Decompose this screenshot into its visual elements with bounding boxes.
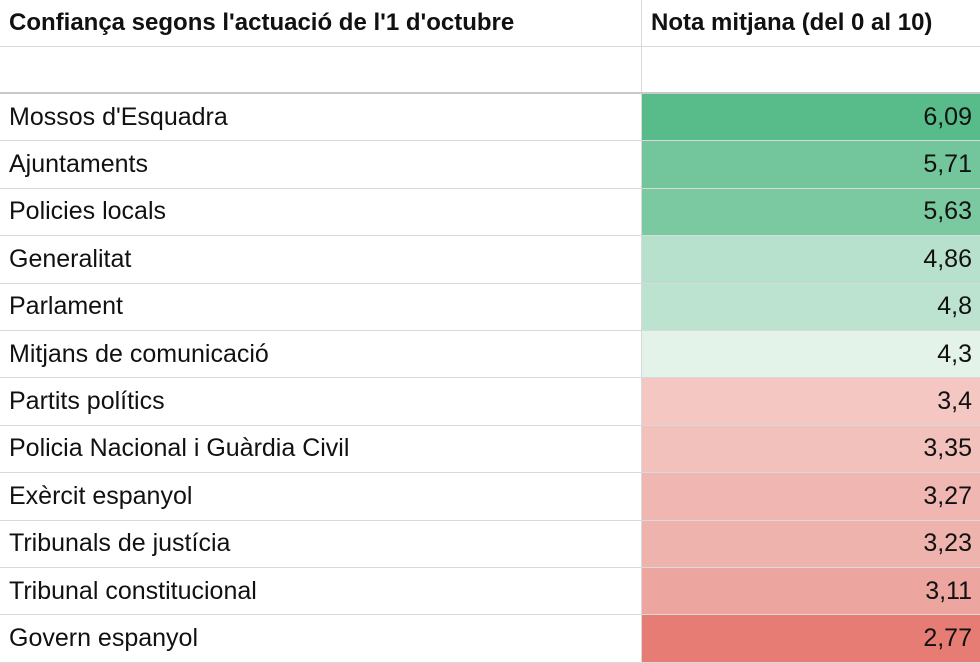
row-value-cell[interactable]: 4,86 <box>642 236 980 283</box>
table-row: Parlament 4,8 <box>0 283 980 331</box>
table-row: Govern espanyol 2,77 <box>0 615 980 663</box>
table-row: Mitjans de comunicació 4,3 <box>0 330 980 379</box>
row-value-cell[interactable]: 5,63 <box>642 188 980 236</box>
row-value-cell[interactable]: 3,4 <box>642 378 980 425</box>
row-value-cell[interactable]: 3,27 <box>642 473 980 520</box>
row-label-cell[interactable]: Tribunal constitucional <box>0 567 642 615</box>
row-label-cell[interactable]: Ajuntaments <box>0 141 642 188</box>
header-row: Confiança segons l'actuació de l'1 d'oct… <box>0 0 980 47</box>
row-label-cell[interactable]: Mitjans de comunicació <box>0 330 642 378</box>
row-value-cell[interactable]: 3,35 <box>642 425 980 473</box>
row-label-cell[interactable]: Generalitat <box>0 236 642 283</box>
table-row: Partits polítics 3,4 <box>0 378 980 426</box>
row-value-cell[interactable]: 4,3 <box>642 330 980 378</box>
row-label-cell[interactable]: Parlament <box>0 283 642 330</box>
table-row: Tribunal constitucional 3,11 <box>0 567 980 616</box>
row-value-cell[interactable]: 3,11 <box>642 567 980 615</box>
data-rows: Mossos d'Esquadra 6,09 Ajuntaments 5,71 Poli… <box>0 94 980 663</box>
row-label-cell[interactable]: Policia Nacional i Guàrdia Civil <box>0 425 642 473</box>
table-row: Ajuntaments 5,71 <box>0 141 980 189</box>
row-label-cell[interactable]: Tribunals de justícia <box>0 520 642 567</box>
row-label-cell[interactable]: Govern espanyol <box>0 615 642 662</box>
table-row: Generalitat 4,86 <box>0 236 980 284</box>
row-label-cell[interactable]: Partits polítics <box>0 378 642 425</box>
row-value-cell[interactable]: 4,8 <box>642 283 980 330</box>
row-value-cell[interactable]: 6,09 <box>642 94 980 141</box>
row-value-cell[interactable]: 2,77 <box>642 615 980 662</box>
blank-label-cell[interactable] <box>0 47 642 92</box>
blank-value-cell[interactable] <box>642 47 980 92</box>
row-label-cell[interactable]: Policies locals <box>0 188 642 236</box>
row-label-cell[interactable]: Exèrcit espanyol <box>0 473 642 520</box>
table-row: Exèrcit espanyol 3,27 <box>0 473 980 521</box>
header-label-cell[interactable]: Confiança segons l'actuació de l'1 d'oct… <box>0 0 642 46</box>
table-row: Policies locals 5,63 <box>0 188 980 237</box>
table-row: Tribunals de justícia 3,23 <box>0 520 980 568</box>
header-value-cell[interactable]: Nota mitjana (del 0 al 10) <box>651 9 933 36</box>
row-label-cell[interactable]: Mossos d'Esquadra <box>0 94 642 141</box>
table-row: Mossos d'Esquadra 6,09 <box>0 94 980 142</box>
row-value-cell[interactable]: 3,23 <box>642 520 980 567</box>
blank-row <box>0 47 980 94</box>
row-value-cell[interactable]: 5,71 <box>642 141 980 188</box>
table-row: Policia Nacional i Guàrdia Civil 3,35 <box>0 425 980 474</box>
